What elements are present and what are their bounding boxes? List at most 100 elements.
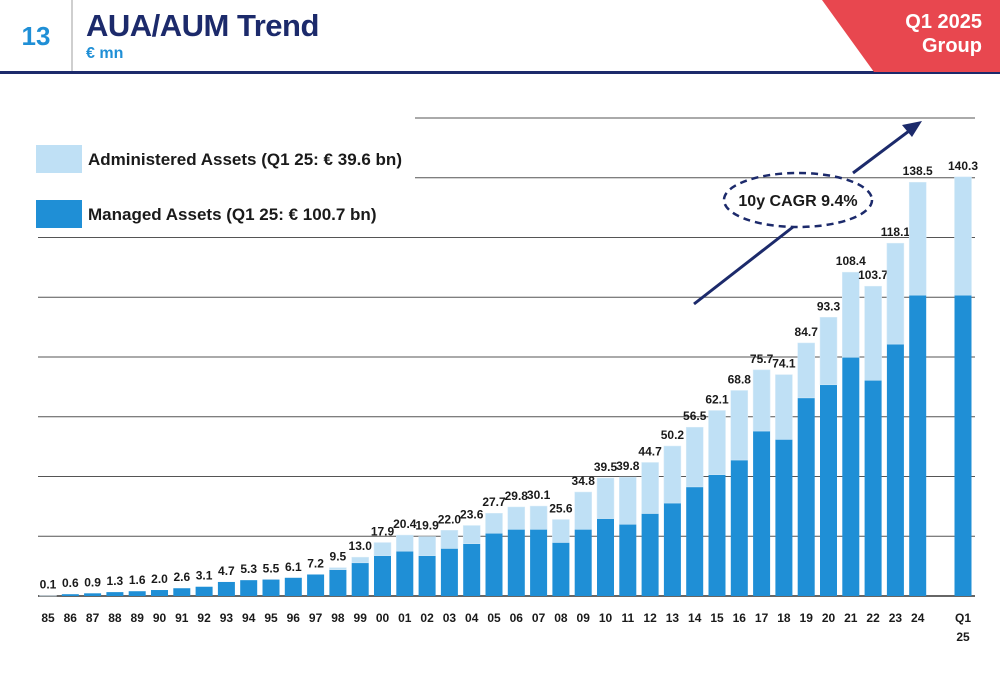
tick-label: 17 bbox=[755, 611, 769, 625]
page-title: AUA/AUM Trend bbox=[86, 8, 319, 43]
data-label: 5.5 bbox=[263, 562, 280, 576]
legend-label: Managed Assets (Q1 25: € 100.7 bn) bbox=[88, 205, 376, 224]
data-label: 29.8 bbox=[505, 489, 529, 503]
bar-managed-13 bbox=[663, 503, 681, 596]
data-label: 0.6 bbox=[62, 576, 79, 590]
tick-label: 06 bbox=[510, 611, 524, 625]
slide-header: 13 AUA/AUM Trend € mn Q1 2025 Group bbox=[0, 0, 1000, 74]
tick-label: 05 bbox=[487, 611, 501, 625]
tick-label: 96 bbox=[287, 611, 301, 625]
tick-label: 93 bbox=[220, 611, 234, 625]
bar-managed-23 bbox=[886, 344, 904, 596]
trend-arrow-head bbox=[902, 121, 922, 137]
data-label: 34.8 bbox=[572, 474, 596, 488]
tick-label: 16 bbox=[733, 611, 747, 625]
cagr-label: 10y CAGR 9.4% bbox=[738, 193, 857, 210]
tick-label: 88 bbox=[108, 611, 122, 625]
tick-label: 00 bbox=[376, 611, 390, 625]
trend-arrow-upper bbox=[852, 126, 914, 175]
data-label: 108.4 bbox=[836, 254, 866, 268]
tick-label: 87 bbox=[86, 611, 100, 625]
bar-managed-98 bbox=[329, 569, 347, 596]
bar-managed-90 bbox=[151, 590, 168, 596]
legend-swatch bbox=[36, 145, 82, 173]
bar-managed-05 bbox=[485, 533, 503, 596]
data-label: 30.1 bbox=[527, 488, 551, 502]
bar-administered-09 bbox=[574, 491, 592, 530]
bar-managed-18 bbox=[775, 439, 793, 596]
data-label: 7.2 bbox=[307, 556, 324, 570]
tick-label: 02 bbox=[420, 611, 434, 625]
bar-managed-00 bbox=[374, 555, 391, 596]
bar-administered-05 bbox=[485, 512, 503, 534]
tick-label: 24 bbox=[911, 611, 925, 625]
data-label: 44.7 bbox=[638, 444, 662, 458]
bar-administered-16 bbox=[730, 390, 749, 461]
data-label: 140.3 bbox=[948, 159, 978, 173]
bar-administered-12 bbox=[641, 462, 659, 514]
legend-label: Administered Assets (Q1 25: € 39.6 bn) bbox=[88, 150, 402, 169]
bar-managed-09 bbox=[574, 529, 592, 596]
bar-administered-20 bbox=[819, 317, 838, 386]
bar-administered-23 bbox=[886, 242, 905, 345]
bar-administered-18 bbox=[775, 374, 793, 440]
page-number-divider bbox=[71, 0, 73, 72]
tick-label: 86 bbox=[64, 611, 78, 625]
tick-label: 92 bbox=[197, 611, 211, 625]
tick-label: 10 bbox=[599, 611, 613, 625]
bar-managed-89 bbox=[128, 591, 146, 596]
bar-managed-94 bbox=[240, 580, 258, 596]
trend-arrow-lower bbox=[693, 225, 794, 306]
data-label: 50.2 bbox=[661, 428, 685, 442]
tick-label: 22 bbox=[866, 611, 880, 625]
bar-managed-07 bbox=[530, 529, 548, 596]
data-label: 1.6 bbox=[129, 573, 146, 587]
tick-label: 03 bbox=[443, 611, 457, 625]
tick-label: 90 bbox=[153, 611, 167, 625]
bar-managed-10 bbox=[597, 518, 614, 596]
bar-managed-97 bbox=[307, 574, 325, 596]
data-label: 118.1 bbox=[881, 225, 911, 239]
bar-administered-99 bbox=[351, 556, 369, 564]
data-label: 75.7 bbox=[750, 352, 774, 366]
data-label: 23.6 bbox=[460, 507, 484, 521]
data-label: 0.9 bbox=[84, 575, 101, 589]
data-label: 20.4 bbox=[393, 517, 417, 531]
tick-label: 19 bbox=[800, 611, 814, 625]
data-label: 138.5 bbox=[903, 164, 933, 178]
bar-administered-24 bbox=[908, 181, 927, 296]
data-label: 22.0 bbox=[438, 512, 462, 526]
tick-label: 04 bbox=[465, 611, 479, 625]
bar-managed-03 bbox=[440, 548, 458, 596]
data-label: 39.8 bbox=[616, 459, 640, 473]
data-label: 13.0 bbox=[349, 539, 373, 553]
bar-managed-21 bbox=[842, 357, 860, 596]
tick-label: 08 bbox=[554, 611, 568, 625]
bar-managed-17 bbox=[753, 431, 771, 596]
page-number: 13 bbox=[21, 20, 51, 51]
data-label: 5.3 bbox=[240, 562, 257, 576]
bar-administered-13 bbox=[663, 445, 682, 504]
page-subtitle: € mn bbox=[86, 45, 124, 62]
bar-administered-02 bbox=[418, 536, 436, 556]
badge-scope: Group bbox=[922, 35, 982, 57]
tick-label: 07 bbox=[532, 611, 546, 625]
bar-administered-19 bbox=[797, 342, 815, 399]
bar-administered-17 bbox=[752, 369, 771, 432]
bar-managed-88 bbox=[106, 592, 124, 596]
bar-administered-Q1-25 bbox=[954, 176, 972, 296]
bar-administered-21 bbox=[842, 271, 860, 358]
bar-administered-14 bbox=[685, 426, 704, 488]
tick-label: 18 bbox=[777, 611, 791, 625]
bar-administered-11 bbox=[619, 476, 637, 525]
tick-label: 15 bbox=[710, 611, 724, 625]
tick-label: 11 bbox=[621, 611, 634, 625]
tick-label: 13 bbox=[666, 611, 680, 625]
tick-label: 01 bbox=[398, 611, 412, 625]
data-label: 4.7 bbox=[218, 564, 235, 578]
tick-label: 20 bbox=[822, 611, 836, 625]
tick-label: 12 bbox=[643, 611, 657, 625]
bar-managed-19 bbox=[797, 397, 815, 596]
data-label: 19.9 bbox=[415, 519, 439, 533]
bar-managed-14 bbox=[686, 486, 704, 596]
